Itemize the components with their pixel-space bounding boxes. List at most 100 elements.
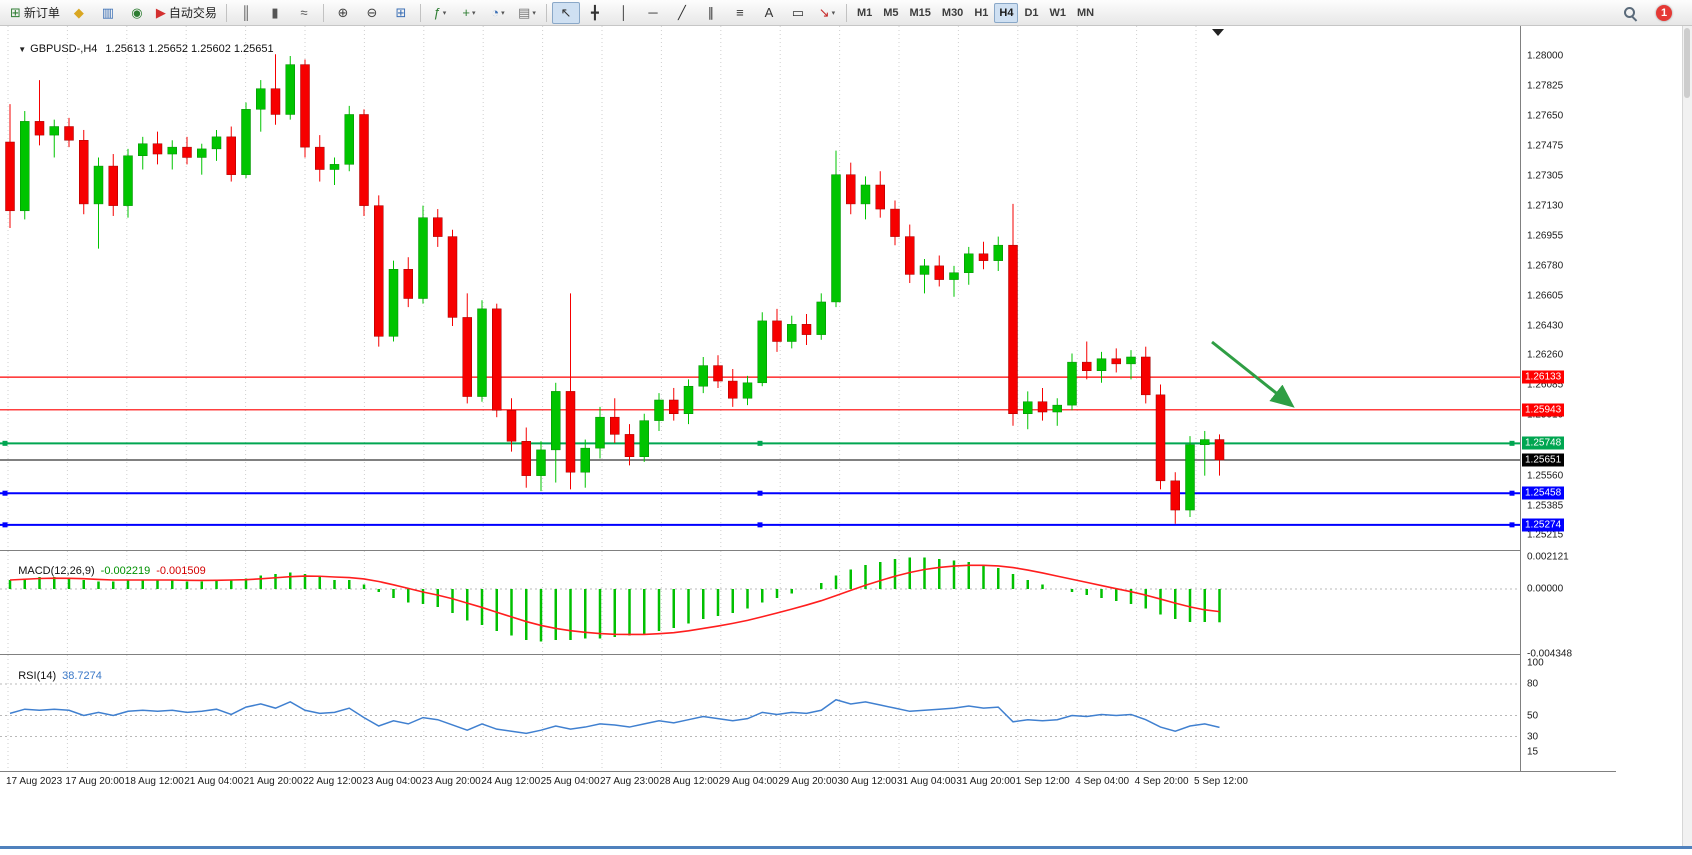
- zoom-in-button[interactable]: ⊕: [329, 2, 357, 24]
- vertical-scrollbar[interactable]: [1682, 26, 1692, 846]
- timeframe-w1[interactable]: W1: [1049, 6, 1067, 19]
- timeframe-m15[interactable]: M15: [909, 6, 931, 19]
- auto-trading-button-label: 自动交易: [168, 6, 217, 20]
- new-order-button[interactable]: ⊞ 新订单: [6, 2, 64, 24]
- fibonacci-icon: ≡: [736, 5, 744, 20]
- price-tick: 1.26955: [1527, 230, 1564, 242]
- panel-separator[interactable]: [0, 550, 1616, 551]
- chart-profiles-button[interactable]: ◆: [65, 2, 93, 24]
- time-tick: 31 Aug 04:00: [897, 776, 956, 787]
- add-object-icon: +: [462, 5, 470, 20]
- support-line-blue-2[interactable]: [0, 522, 1520, 528]
- time-tick: 31 Aug 20:00: [956, 776, 1016, 787]
- zoom-out-icon: ⊖: [366, 5, 378, 20]
- add-object-button[interactable]: + ▾: [455, 2, 483, 24]
- current-price-tag: 1.25651: [1522, 453, 1565, 467]
- time-tick: 1 Sep 12:00: [1015, 776, 1070, 787]
- time-tick: 22 Aug 12:00: [303, 776, 362, 787]
- chart-shift-marker[interactable]: [1212, 29, 1224, 36]
- line-chart-button[interactable]: ≈: [290, 2, 318, 24]
- bar-chart-button[interactable]: ║: [232, 2, 260, 24]
- panel-separator[interactable]: [0, 654, 1616, 655]
- line-handle: [2, 440, 8, 446]
- price-tick: 1.26430: [1527, 320, 1564, 332]
- candles: [5, 54, 1225, 524]
- line-handle: [757, 490, 763, 496]
- templates-button[interactable]: ▤ ▾: [513, 2, 541, 24]
- timeframe-d1[interactable]: D1: [1024, 6, 1039, 19]
- rsi-value: 38.7274: [62, 670, 102, 682]
- time-tick: 27 Aug 23:00: [600, 776, 659, 787]
- tile-windows-icon: ⊞: [395, 5, 407, 20]
- price-chart[interactable]: [0, 26, 1520, 550]
- vertical-line-icon: │: [619, 5, 628, 20]
- line-handle: [1509, 522, 1515, 528]
- price-tick: 1.25215: [1527, 529, 1564, 541]
- timeframe-m5[interactable]: M5: [883, 6, 899, 19]
- fibonacci-button[interactable]: ≡: [726, 2, 754, 24]
- time-tick: 23 Aug 20:00: [421, 776, 481, 787]
- time-tick: 17 Aug 20:00: [65, 776, 125, 787]
- price-axis[interactable]: 1.28000 1.27825 1.27650 1.27475 1.27305 1.271…: [1520, 26, 1617, 772]
- price-tick: 1.25560: [1527, 470, 1564, 482]
- trendline-button[interactable]: ╱: [668, 2, 696, 24]
- chevron-down-icon: ▾: [442, 9, 447, 17]
- support-line-green[interactable]: [0, 440, 1520, 446]
- timeframe-h4[interactable]: H4: [994, 2, 1019, 23]
- notification-badge[interactable]: 1: [1656, 4, 1672, 21]
- candlestick-chart-button[interactable]: ▮: [261, 2, 289, 24]
- timeframe-h1[interactable]: H1: [974, 6, 989, 19]
- timeframe-m1[interactable]: M1: [856, 6, 873, 19]
- periods-button[interactable]: ◔ ▾: [484, 2, 512, 24]
- time-tick: 23 Aug 04:00: [362, 776, 422, 787]
- price-tick: 1.27650: [1527, 110, 1564, 122]
- line-handle: [1509, 490, 1515, 496]
- text-icon: A: [764, 5, 774, 20]
- time-tick: 25 Aug 04:00: [540, 776, 600, 787]
- text-button[interactable]: A: [755, 2, 783, 24]
- resistance-line-2-price-tag: 1.25943: [1522, 403, 1565, 417]
- crosshair-button[interactable]: ╋: [581, 2, 609, 24]
- vertical-line-button[interactable]: │: [610, 2, 638, 24]
- search-icon[interactable]: [1622, 5, 1638, 22]
- macd-panel[interactable]: [0, 551, 1520, 654]
- data-window-button[interactable]: ◉: [123, 2, 151, 24]
- cursor-icon: ↖: [560, 5, 572, 20]
- auto-trading-button[interactable]: ▶ 自动交易: [152, 2, 221, 24]
- collapse-chart-icon[interactable]: ▼: [18, 45, 27, 54]
- rsi-axis-tick: 80: [1527, 678, 1539, 690]
- support-line-blue-1[interactable]: [0, 490, 1520, 496]
- indicators-button[interactable]: ƒ ▾: [426, 2, 454, 24]
- chevron-down-icon: ▾: [471, 9, 476, 17]
- chevron-down-icon: ▾: [501, 9, 505, 17]
- time-tick: 28 Aug 12:00: [659, 776, 719, 787]
- ohlc-values: 1.25613 1.25652 1.25602 1.25651: [105, 43, 274, 55]
- horizontal-line-button[interactable]: ─: [639, 2, 667, 24]
- time-tick: 4 Sep 20:00: [1134, 776, 1189, 787]
- label-button[interactable]: ▭: [784, 2, 812, 24]
- line-handle: [1509, 440, 1515, 446]
- time-axis[interactable]: 17 Aug 2023 17 Aug 20:00 18 Aug 12:00 21 Au…: [0, 771, 1616, 793]
- timeframe-mn[interactable]: MN: [1077, 6, 1095, 19]
- indicators-icon: ƒ: [433, 5, 441, 20]
- trend-arrow-annotation[interactable]: [1211, 340, 1295, 408]
- time-tick: 29 Aug 20:00: [778, 776, 838, 787]
- label-icon: ▭: [791, 5, 805, 20]
- toolbar-separator: [545, 3, 547, 22]
- rsi-axis-tick: 15: [1527, 746, 1539, 758]
- arrows-button[interactable]: ↘ ▾: [813, 2, 841, 24]
- rsi-header: RSI(14) 38.7274: [6, 658, 102, 694]
- zoom-out-button[interactable]: ⊖: [358, 2, 386, 24]
- macd-axis-tick: -0.004348: [1527, 648, 1573, 660]
- macd-value: -0.002219: [100, 565, 151, 577]
- scrollbar-thumb[interactable]: [1684, 28, 1690, 98]
- timeframe-m30[interactable]: M30: [941, 6, 964, 19]
- toolbar: ⊞ 新订单 ◆ ▥ ◉ ▶ 自动交易 ║ ▮ ≈ ⊕ ⊖ ⊞ ƒ ▾ + ▾ ◔ ▾ ▤ ▾ ↖ ╋ │ ─ ╱ ∥ ≡ A ▭ ↘ ▾ M1 M…: [0, 0, 1692, 26]
- tile-windows-button[interactable]: ⊞: [387, 2, 415, 24]
- cursor-button[interactable]: ↖: [551, 1, 580, 24]
- market-watch-button[interactable]: ▥: [94, 2, 122, 24]
- rsi-panel[interactable]: [0, 655, 1520, 771]
- channel-button[interactable]: ∥: [697, 2, 725, 24]
- arrows-icon: ↘: [818, 5, 830, 20]
